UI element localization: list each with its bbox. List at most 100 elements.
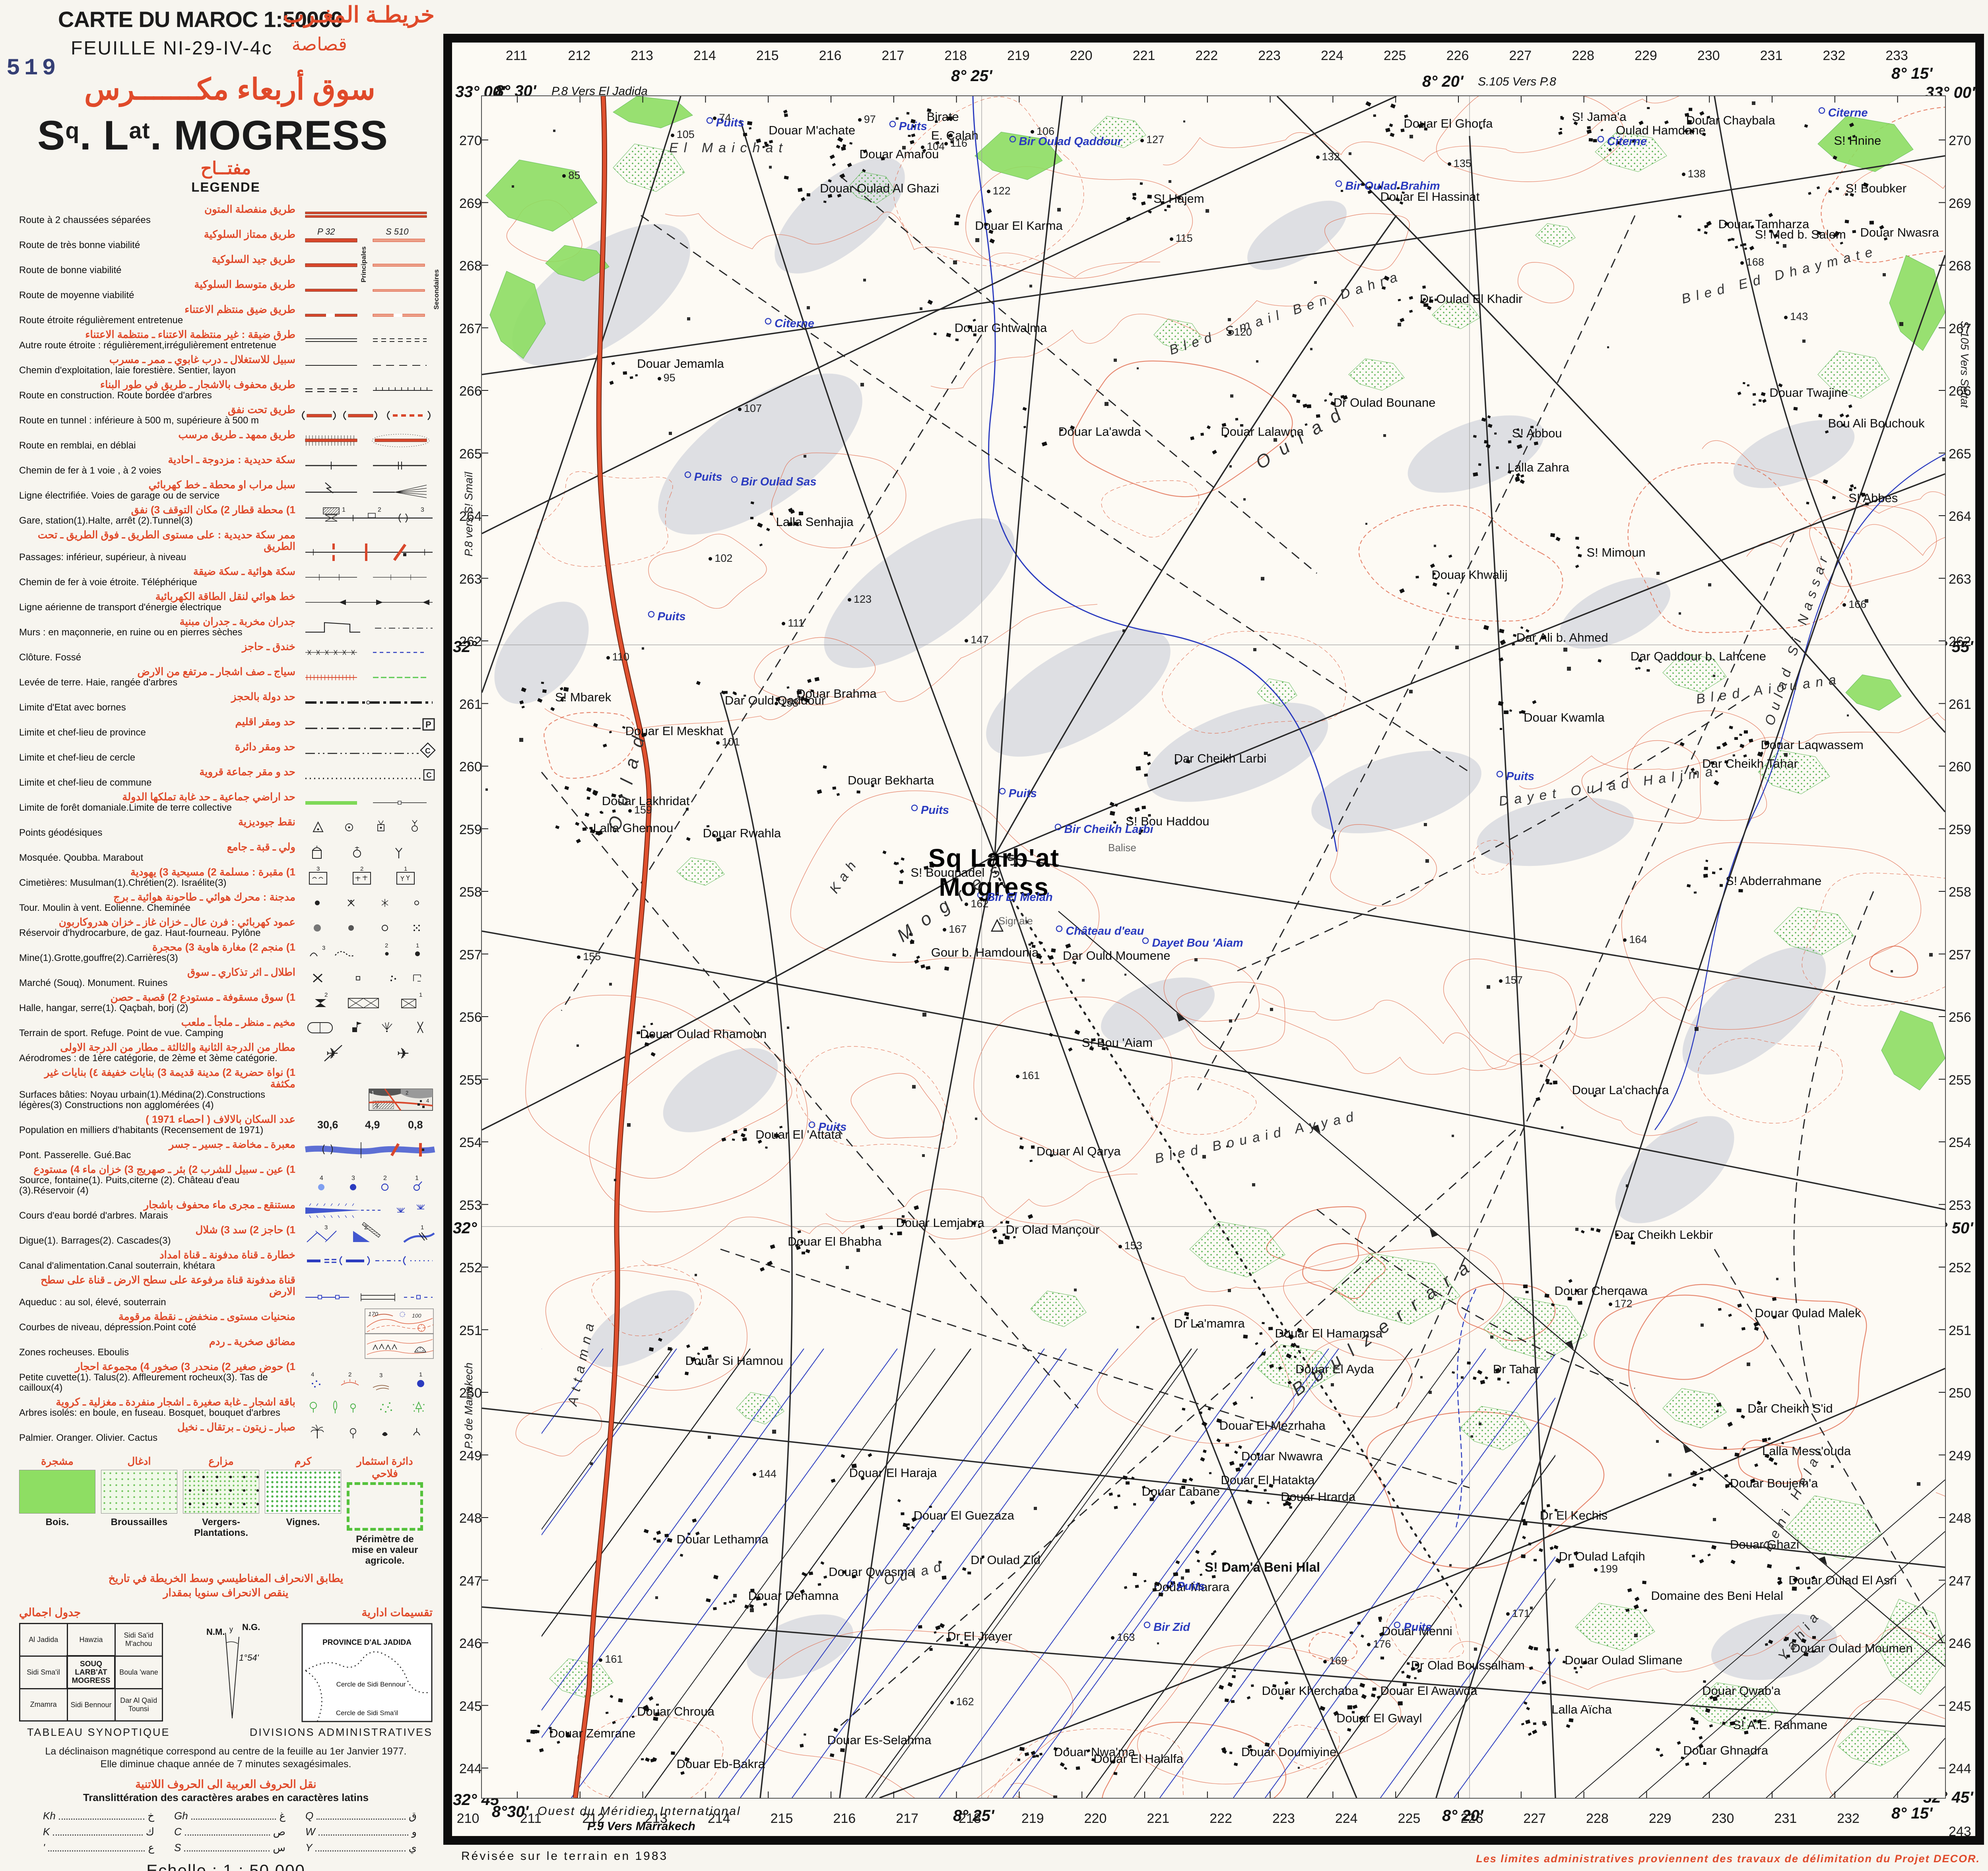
place-label: Douar Jemamla <box>637 356 724 371</box>
latin-letter: C <box>174 1826 182 1838</box>
grid-number: 212 <box>568 48 591 63</box>
legend-label: Limite et chef-lieu de commune <box>19 777 152 788</box>
svg-text:1: 1 <box>421 1224 424 1231</box>
grid-number: 214 <box>707 1811 730 1826</box>
syn-cell: Zmamra <box>19 1688 68 1722</box>
legend-label: Palmier. Oranger. Olivier. Cactus <box>19 1432 158 1443</box>
spot-height-dot <box>577 955 581 959</box>
place-label: S! Mimoun <box>1586 545 1646 559</box>
map-series-title: CARTE DU MAROC 1:50000 <box>58 7 343 32</box>
translit-row: Kh خ <box>43 1808 154 1824</box>
spot-height: 147 <box>965 634 988 646</box>
grid-number: 245 <box>459 1698 482 1714</box>
grid-number: 217 <box>881 48 905 63</box>
legend-label-arabic: طريق جيد السلوكية <box>212 253 295 265</box>
lon-n3: 8° 20' <box>1422 73 1464 90</box>
legend-row: صبار ـ زيتون ـ برتقال ـ نخيل Palmier. Ora… <box>19 1420 433 1445</box>
legend-label: Limite et chef-lieu de cercle <box>19 752 136 763</box>
grid-number: 246 <box>459 1636 482 1651</box>
svg-text:✈: ✈ <box>397 1046 410 1062</box>
legend-symbol-reservoir-icon <box>301 917 433 937</box>
table-titles: جدول اجمالي تقسيمات ادارية <box>19 1606 433 1619</box>
water-label: Puits <box>1506 770 1534 783</box>
water-label: Puits <box>818 1120 847 1133</box>
legend-label: Ligne électrifiée. Voies de garage ou de… <box>19 490 220 501</box>
grid-number: 265 <box>1949 446 1971 462</box>
svg-text:30,6: 30,6 <box>317 1119 338 1131</box>
legend-row: 1) محطة قطار 2) مكان التوقف 3) نفق Gare, … <box>19 503 433 528</box>
spot-height: 199 <box>1594 1563 1618 1575</box>
grid-number: 267 <box>1949 321 1971 336</box>
legend-label-arabic: باقة اشجار ـ غابة صغيرة ـ اشجار منفردة ـ… <box>56 1396 295 1408</box>
grid-number: 269 <box>1949 196 1971 211</box>
arabic-letter: ق <box>408 1810 417 1822</box>
spot-height: 159 <box>628 804 652 816</box>
legend-row: حد ومقر اقليم Limite et chef-lieu de prov… <box>19 714 435 739</box>
legend-symbol-canal-icon <box>301 1250 433 1270</box>
sheet-number-arabic: قصاصة <box>291 34 347 54</box>
place-label: Douar Menni <box>1382 1624 1452 1638</box>
svg-text:1: 1 <box>415 1175 419 1182</box>
spot-height-dot <box>858 118 862 122</box>
water-label: Citerne <box>1828 106 1868 119</box>
spot-height-dot <box>921 145 924 149</box>
left-panel: CARTE DU MAROC 1:50000 خريطـة المغـرب FE… <box>6 0 443 1871</box>
water-label: Puits <box>657 610 686 623</box>
legend-label: Points géodésiques <box>19 827 103 838</box>
svg-text:0,8: 0,8 <box>408 1119 423 1131</box>
map-series-title-arabic: خريطـة المغـرب <box>283 2 435 27</box>
library-stamp: 519 <box>6 56 60 82</box>
synoptique-caption: TABLEAU SYNOPTIQUE <box>27 1726 170 1738</box>
place-label: Douar Lemjabra <box>896 1216 984 1230</box>
legend-symbol-sport-icon <box>301 1017 433 1038</box>
place-label: Dar Ould Moumene <box>1062 949 1171 963</box>
legend-row: خندق ـ حاجز Clôture. Fossé <box>19 639 433 664</box>
legend-row: 1) مقبرة : مسلمة 2) مسيحية 3) يهودية Cime… <box>19 865 433 890</box>
declination-line1: La déclinaison magnétique correspond au … <box>45 1746 407 1757</box>
place-label: S! Boubker <box>1845 181 1907 195</box>
legend-label: Route étroite régulièrement entretenue <box>19 315 183 326</box>
grid-number: 214 <box>693 48 716 63</box>
place-label: Birate <box>926 110 959 124</box>
place-label: Dr Olad Mançour <box>1006 1223 1100 1237</box>
place-label: S! Jama'a <box>1572 110 1627 124</box>
spot-height-dot <box>1499 979 1503 983</box>
grid-number: 264 <box>1949 509 1971 524</box>
spot-height-dot <box>950 1700 954 1704</box>
grid-number: 260 <box>459 759 482 774</box>
grid-number: 221 <box>1132 48 1155 63</box>
legend-symbol-rail-elec-icon <box>301 479 433 500</box>
legend-row: طريق ممهد ـ طريق مرسب Route en remblai, e… <box>19 427 433 452</box>
arabic-letter: و <box>412 1826 417 1838</box>
place-label: Douar Ghtwalma <box>954 320 1047 335</box>
spot-height-dot <box>1681 173 1685 177</box>
legend-label: Limite d'Etat avec bornes <box>19 702 126 713</box>
water-label: Citerne <box>1607 135 1647 148</box>
grid-number: 260 <box>1949 759 1971 774</box>
place-label: Dr El Kechis <box>1540 1508 1608 1523</box>
legend-label-arabic: سبل مراب او محطة ـ خط كهربائي <box>148 479 295 491</box>
svg-text:170: 170 <box>368 1311 379 1318</box>
legend-symbol-courbes-icon: 170 100 <box>301 1308 434 1334</box>
title-part: L <box>91 113 129 159</box>
legend-symbol-source-icon: 4 3 2 1 <box>301 1174 433 1195</box>
place-label: Douar Es-Selahma <box>827 1733 932 1747</box>
legend-label-arabic: عمود كهربائي : فرن عال ـ خزان غاز ـ خزان… <box>58 916 295 928</box>
area-label: Attamna <box>565 1316 598 1407</box>
spot-height: 166 <box>1842 598 1866 611</box>
legend-symbol-red-double-icon <box>301 204 433 225</box>
place-label: S! Bou Haddou <box>1126 814 1209 829</box>
spot-height-dot <box>1031 130 1034 134</box>
spot-height-dot <box>709 557 712 561</box>
landuse-swatch: دائرة استثمار فلاحي Périmètre de mise en … <box>347 1455 423 1566</box>
legend-label-arabic: طريق ممتاز السلوكية <box>204 228 295 240</box>
place-label: Douar Twajine <box>1769 385 1848 400</box>
legend-row: اطلال ـ اثر تذكاري ـ سوق Marché (Souq). M… <box>19 965 433 990</box>
grid-number: 263 <box>459 571 482 587</box>
legend-row: سكة حديدية : مزدوجة ـ احادية Chemin de fe… <box>19 452 433 477</box>
grid-number: 211 <box>505 48 528 63</box>
place-label: Douar Labane <box>1142 1485 1220 1499</box>
legend-list: طريق منفصلة المتون Route à 2 chaussées sé… <box>19 202 440 1445</box>
spot-height-dot <box>943 928 947 932</box>
legend-label-arabic: طريق منفصلة المتون <box>204 203 295 215</box>
